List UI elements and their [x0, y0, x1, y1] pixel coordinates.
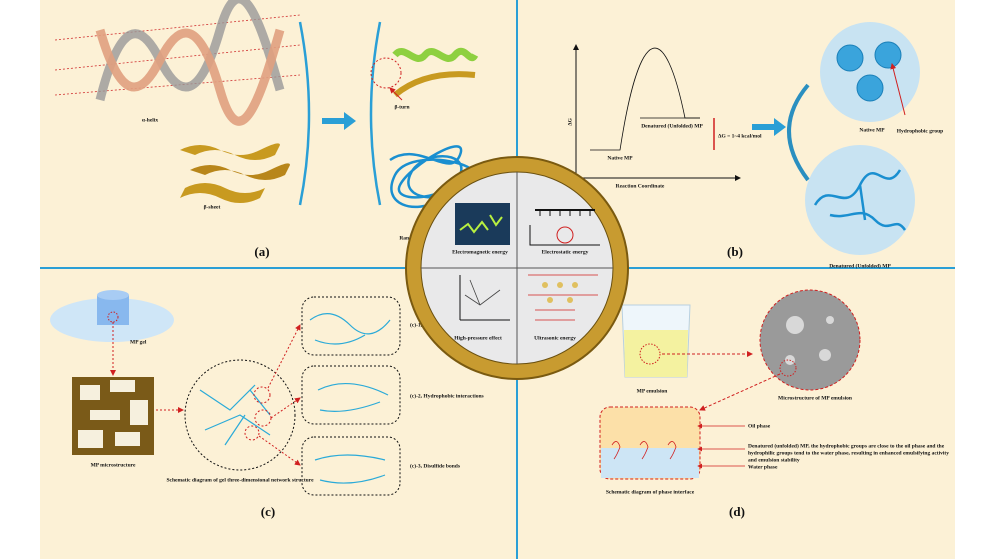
- label: Electromagnetic energy: [452, 249, 508, 255]
- label: MP microstructure: [91, 462, 136, 468]
- panel-label: (a): [254, 244, 269, 259]
- label: (c)-2, Hydrophobic interactions: [410, 392, 484, 399]
- label: Denatured (Unfolded) MP: [829, 262, 891, 269]
- label: Schematic diagram of phase interface: [606, 489, 695, 495]
- label: Microstructure of MP emulsion: [778, 395, 852, 401]
- label: β-sheet: [204, 204, 221, 210]
- panel-label: (b): [727, 244, 743, 259]
- label: hydrophilic groups tend to the water pha…: [748, 450, 949, 456]
- center-circle: Electromagnetic energy Electrostatic ene…: [405, 156, 629, 380]
- label: β-turn: [394, 104, 409, 110]
- label: Native MP: [607, 155, 633, 161]
- label: Electrostatic energy: [542, 249, 589, 255]
- label: Hydrophobic group: [897, 128, 943, 134]
- panel-label: (c): [261, 504, 275, 519]
- panel-label: (d): [729, 504, 745, 519]
- label: and emulsion stability: [748, 457, 800, 463]
- label: Schematic diagram of gel three-dimension…: [166, 477, 314, 483]
- label: Denatured (unfolded) MP, the hydrophobic…: [748, 442, 945, 449]
- label: ΔG = 1~4 kcal/mol: [718, 133, 762, 139]
- label: Oil phase: [748, 423, 771, 429]
- panel-b: ΔG Native MP Denatured (Unfolded) MP ΔG …: [567, 22, 943, 269]
- label: Native MP: [859, 127, 885, 133]
- axis-label: Reaction Coordinate: [616, 183, 665, 189]
- panel-a: α-helix β-sheet β-turn Random Coil (a): [54, 0, 479, 259]
- label: MP emulsion: [637, 388, 668, 394]
- axis-label: ΔG: [567, 117, 573, 125]
- label: (c)-3, Disulfide bonds: [410, 462, 460, 469]
- panel-c: (c)-1, Hydrogen bonds (c)-2, Hydrophobic…: [50, 290, 484, 519]
- panel-d: MP emulsion Microstructure of MP emulsio…: [599, 289, 949, 519]
- label: High-pressure effect: [454, 335, 502, 341]
- label: MP gel: [130, 339, 147, 345]
- label: α-helix: [142, 117, 158, 123]
- label: Denatured (Unfolded) MP: [641, 122, 703, 129]
- label: Water phase: [748, 464, 778, 470]
- label: Ultrasonic energy: [534, 335, 576, 341]
